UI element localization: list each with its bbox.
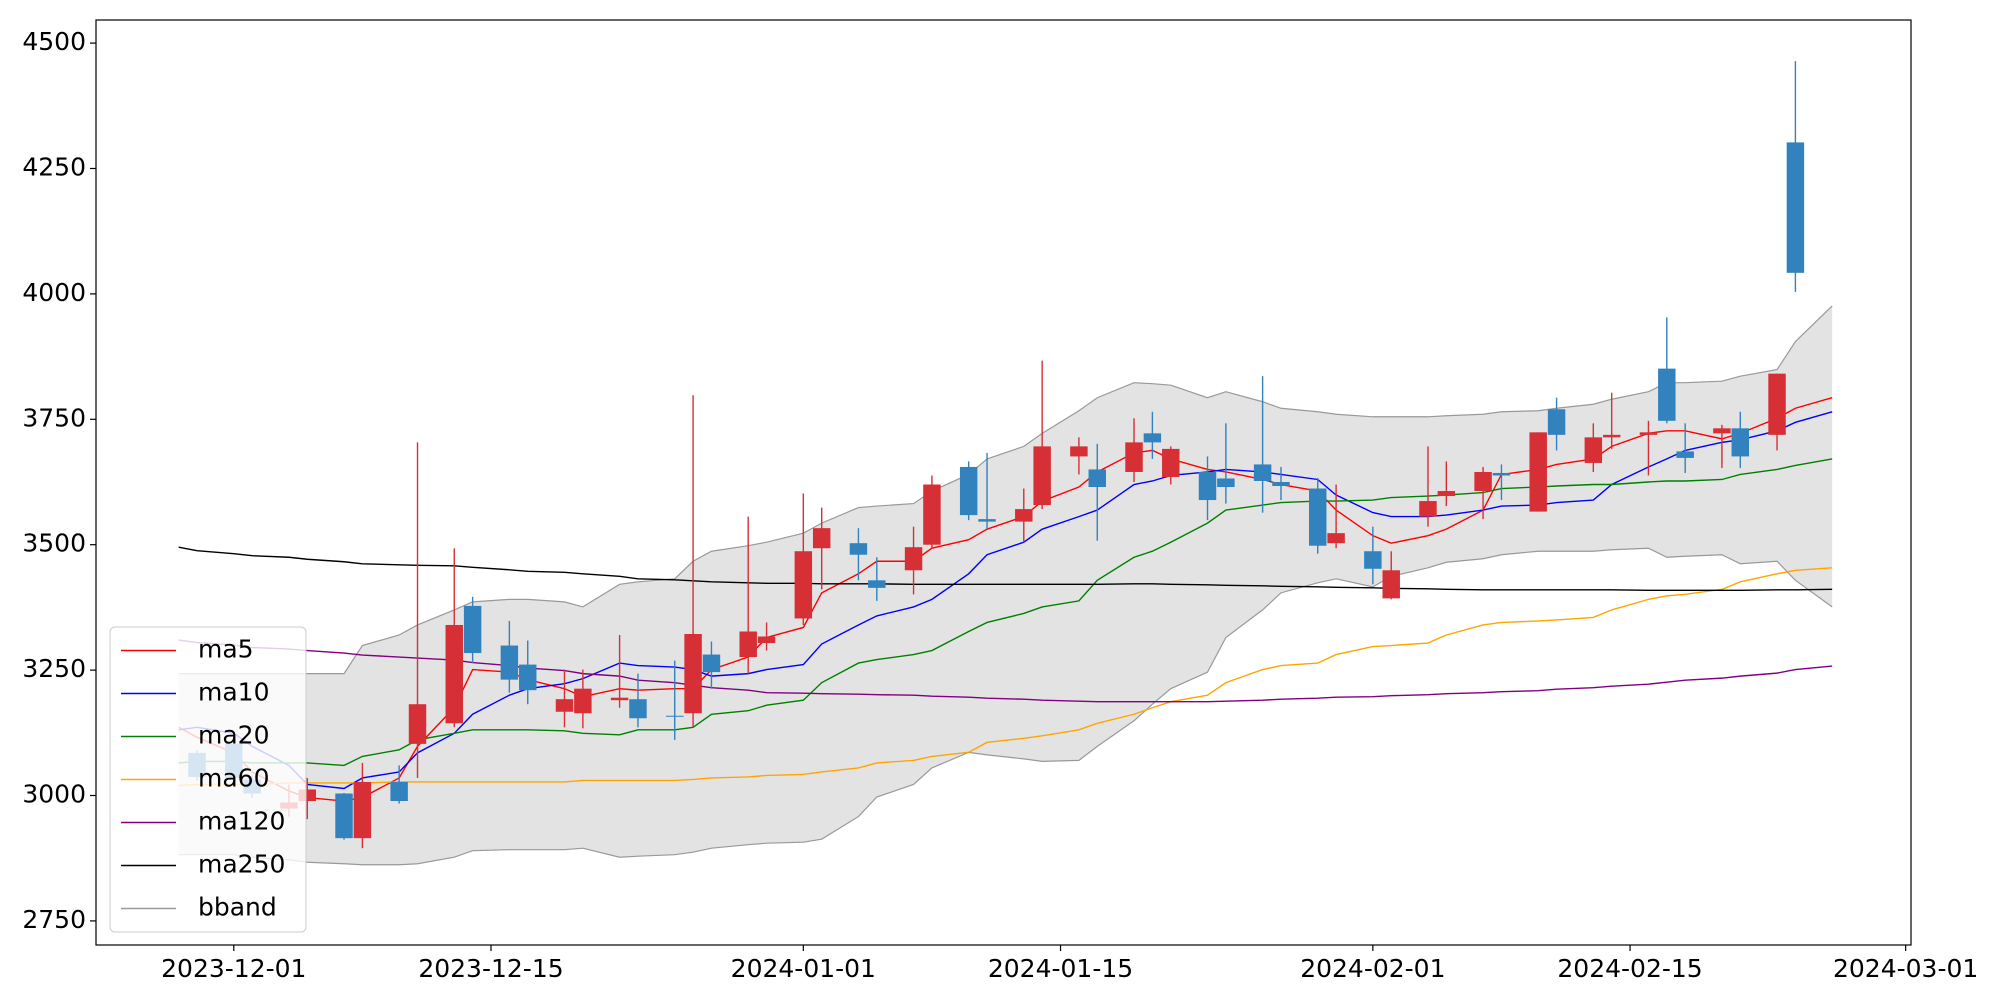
legend-label: ma10	[198, 678, 269, 707]
candle-body	[445, 624, 463, 724]
candle-body	[1584, 437, 1603, 463]
candle-body	[1419, 501, 1437, 517]
candle-body	[1602, 434, 1621, 438]
ma-line	[178, 567, 1833, 787]
band-edge	[178, 305, 1833, 675]
x-tick-label: 2024-02-01	[1300, 954, 1445, 983]
x-tick-label: 2023-12-01	[161, 954, 306, 983]
legend-label: bband	[198, 893, 277, 922]
y-tick-label: 4250	[22, 152, 86, 181]
candle-body	[1217, 478, 1235, 488]
candle-body	[1198, 471, 1217, 501]
candle-body	[1143, 433, 1162, 443]
candle-body	[1437, 491, 1456, 497]
candle-body	[739, 631, 757, 658]
candle-body	[610, 697, 629, 701]
candle-body	[1731, 428, 1750, 457]
plot-frame	[95, 19, 1912, 946]
y-tick-label: 3750	[22, 403, 86, 432]
y-tick-label: 3250	[22, 654, 86, 683]
candle-body	[1364, 551, 1382, 569]
candle-body	[1658, 368, 1676, 421]
x-tick-label: 2024-03-01	[1833, 954, 1978, 983]
candle-body	[1768, 373, 1786, 435]
legend-box	[109, 626, 307, 933]
candle-body	[665, 715, 684, 717]
x-tick-label: 2024-02-15	[1557, 954, 1702, 983]
candle-body	[868, 580, 886, 588]
ma-line	[178, 458, 1833, 767]
legend-label: ma20	[198, 721, 269, 750]
candle-body	[1088, 469, 1107, 488]
candle-body	[1492, 472, 1511, 476]
candle-body	[1070, 446, 1088, 457]
candle-body	[923, 484, 941, 545]
candle-body	[463, 605, 482, 654]
legend-label: ma5	[198, 635, 254, 664]
candle-body	[1327, 533, 1345, 544]
candle-body	[574, 688, 592, 714]
candle-body	[390, 781, 408, 802]
candle-body	[757, 636, 776, 644]
candle-body	[959, 466, 978, 516]
candle-body	[335, 793, 353, 839]
legend-label: ma120	[198, 807, 285, 836]
candle-body	[1253, 464, 1272, 481]
y-tick-label: 3500	[22, 529, 86, 558]
candle-body	[298, 789, 317, 802]
candle-body	[1272, 481, 1290, 487]
candle-body	[1639, 432, 1658, 435]
candle-body	[500, 645, 519, 680]
candle-body	[904, 547, 923, 571]
candle-body	[702, 654, 721, 673]
ma-line	[178, 411, 1833, 790]
legend-label: ma60	[198, 764, 269, 793]
candle-body	[794, 551, 813, 619]
candle-body	[1713, 428, 1731, 434]
candle-body	[353, 781, 372, 839]
x-tick-label: 2024-01-01	[731, 954, 876, 983]
candle-body	[1309, 488, 1327, 546]
band-edge	[178, 547, 1833, 866]
candle-body	[519, 664, 537, 691]
candle-body	[978, 519, 996, 522]
candle-body	[1162, 448, 1180, 477]
candle-body	[1382, 570, 1400, 599]
x-tick-label: 2023-12-15	[418, 954, 563, 983]
y-tick-label: 2750	[22, 905, 86, 934]
candle-body	[1474, 471, 1492, 492]
candle-body	[1786, 142, 1805, 273]
legend-label: ma250	[198, 850, 285, 879]
candle-body	[555, 699, 574, 712]
legend: ma5 ma10 ma20 ma60 ma120 ma250 bband	[109, 626, 307, 933]
candle-body	[1529, 432, 1547, 512]
y-tick-label: 3000	[22, 780, 86, 809]
candle-body	[684, 633, 702, 714]
candle-body	[629, 699, 647, 719]
ma-line	[178, 546, 1833, 592]
candle-body	[1015, 509, 1033, 522]
candle-body	[1547, 409, 1566, 435]
candle-body	[812, 528, 831, 549]
band-area	[178, 305, 1833, 865]
y-tick-label: 4500	[22, 27, 86, 56]
candle-body	[1676, 451, 1694, 458]
y-tick-label: 4000	[22, 278, 86, 307]
x-tick-label: 2024-01-15	[988, 954, 1133, 983]
candle-body	[408, 704, 427, 744]
candle-body	[1125, 442, 1143, 472]
candle-body	[849, 543, 868, 555]
candle-body	[1033, 446, 1051, 506]
